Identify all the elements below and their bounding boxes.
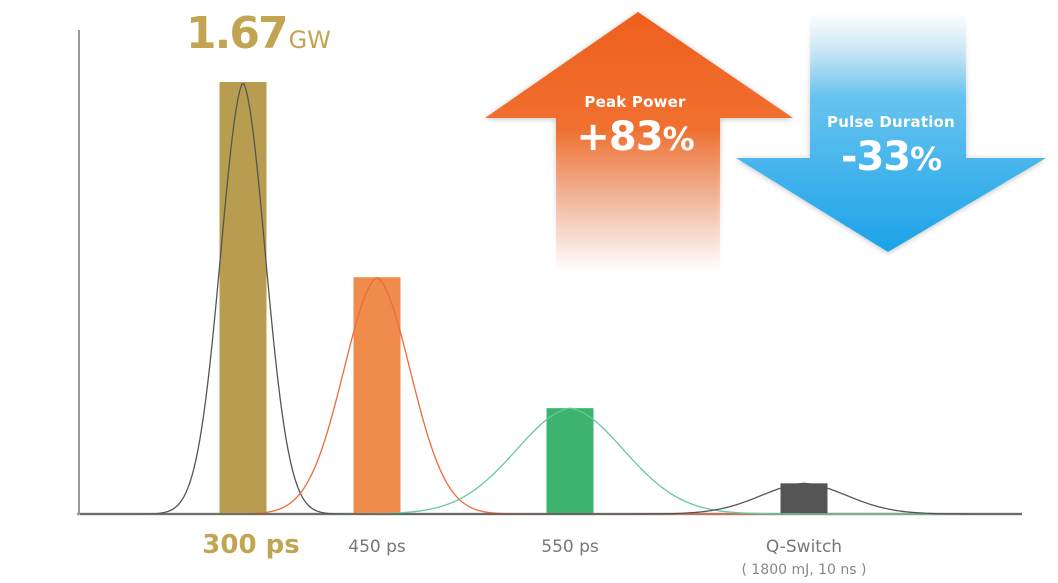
pulse-curve-q-switch bbox=[80, 482, 1022, 515]
bars bbox=[219, 82, 828, 514]
pulse-duration-number: 33 bbox=[856, 134, 911, 180]
category-label-300-ps: 300 ps bbox=[202, 530, 299, 560]
peak-power-number: 83 bbox=[608, 114, 664, 160]
category-label-550-ps: 550 ps bbox=[541, 537, 599, 557]
category-labels: 300 ps 450 ps 550 ps Q-Switch ( 1800 mJ, 10 … bbox=[202, 530, 866, 578]
pulse-duration-unit: % bbox=[910, 140, 942, 178]
bar-450-ps bbox=[353, 277, 401, 514]
peak-power-unit: % bbox=[662, 120, 695, 158]
pulse-duration-sign: - bbox=[840, 134, 858, 180]
bar-q-switch bbox=[780, 483, 828, 514]
peak-power-value: +83% bbox=[520, 117, 750, 157]
category-note-q-switch: ( 1800 mJ, 10 ns ) bbox=[741, 562, 866, 578]
peak-power-sign: + bbox=[576, 114, 610, 160]
peak-value-unit: GW bbox=[288, 26, 331, 54]
peak-value-label: 1.67GW bbox=[186, 8, 331, 59]
category-label-450-ps: 450 ps bbox=[348, 537, 406, 557]
peak-power-title: Peak Power bbox=[584, 93, 686, 111]
bar-300-ps bbox=[219, 82, 267, 514]
pulse-duration-down-arrow bbox=[736, 12, 1046, 252]
peak-power-callout: Peak Power +83% bbox=[520, 93, 750, 157]
pulse-duration-callout: Pulse Duration -33% bbox=[776, 113, 1006, 177]
bar-550-ps bbox=[546, 408, 594, 514]
peak-value-number: 1.67 bbox=[186, 8, 289, 59]
pulse-curves bbox=[80, 83, 1022, 515]
pulse-duration-title: Pulse Duration bbox=[827, 113, 955, 131]
category-label-q-switch: Q-Switch bbox=[766, 537, 842, 557]
peak-power-up-arrow bbox=[485, 12, 793, 272]
pulse-duration-value: -33% bbox=[776, 137, 1006, 177]
